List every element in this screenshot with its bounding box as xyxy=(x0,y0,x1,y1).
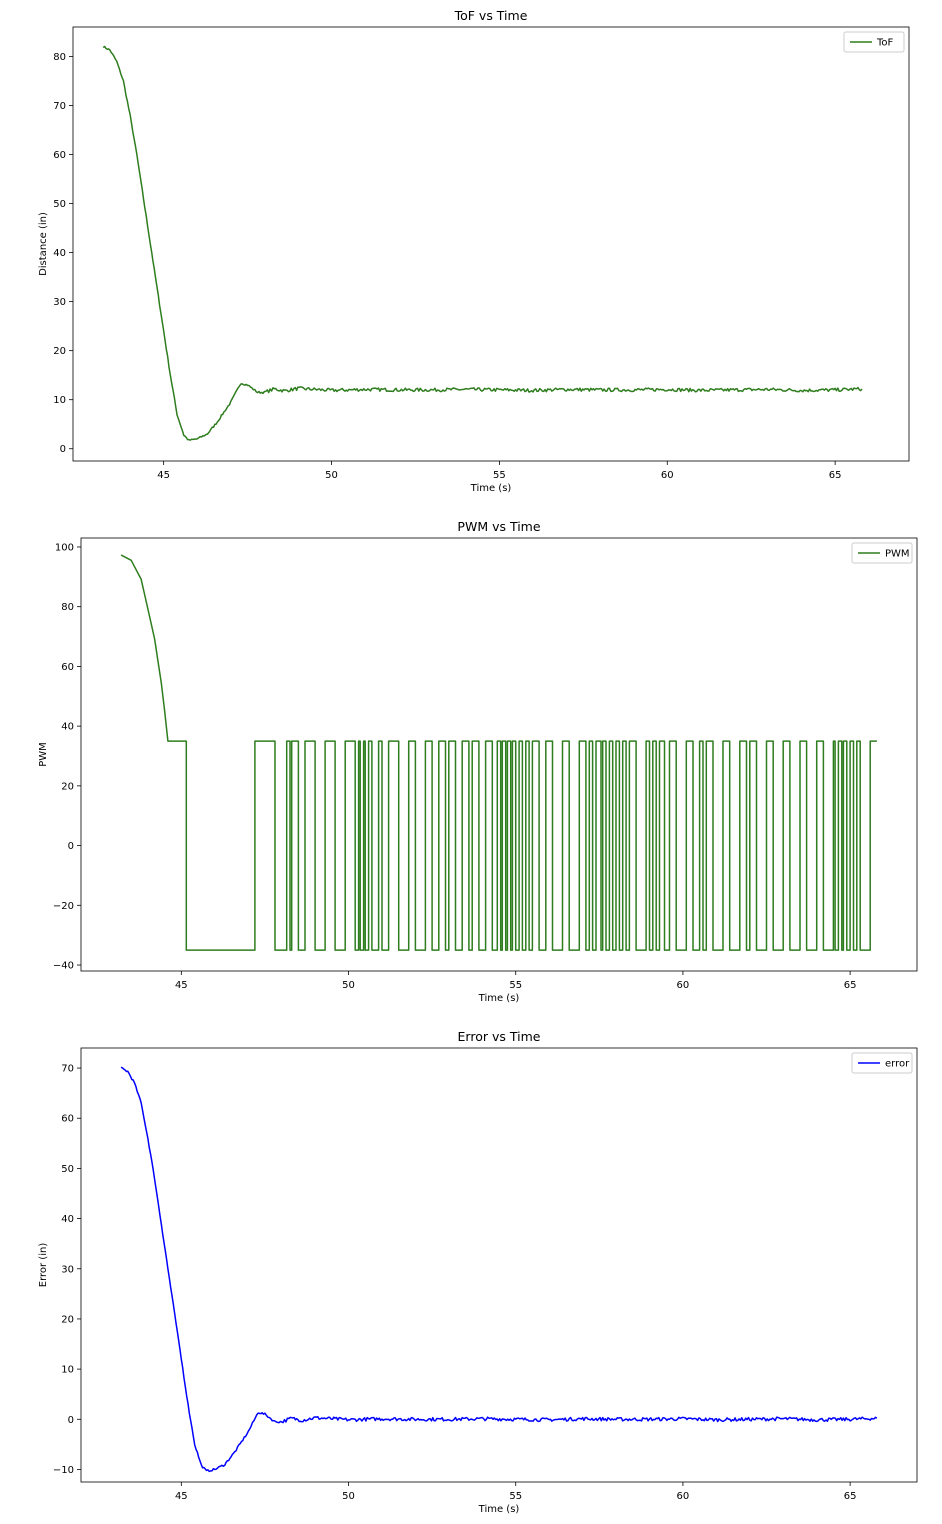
legend-label: ToF xyxy=(876,38,894,49)
legend-box xyxy=(851,542,913,564)
x-tick-label: 55 xyxy=(509,1491,522,1502)
y-tick-label: 100 xyxy=(55,542,74,553)
x-tick-label: 50 xyxy=(325,470,338,481)
plot-frame xyxy=(80,537,918,972)
y-tick-label: 20 xyxy=(61,1314,74,1325)
x-tick-label: 50 xyxy=(342,980,355,991)
x-tick-label: 50 xyxy=(342,1491,355,1502)
x-tick-label: 65 xyxy=(844,980,857,991)
y-tick-label: 40 xyxy=(61,1214,74,1225)
legend-box xyxy=(843,31,905,53)
y-tick-label: 20 xyxy=(53,346,66,357)
x-tick-label: 45 xyxy=(157,470,170,481)
legend-label: error xyxy=(885,1059,910,1070)
y-axis-label: Distance (in) xyxy=(38,212,49,276)
y-axis-label: PWM xyxy=(38,742,49,767)
y-tick-label: −20 xyxy=(53,901,74,912)
plot-frame xyxy=(72,26,910,462)
x-tick-label: 45 xyxy=(175,1491,188,1502)
y-tick-label: 80 xyxy=(53,52,66,63)
y-tick-label: −40 xyxy=(53,961,74,972)
plot-frame xyxy=(80,1047,918,1483)
legend-label: PWM xyxy=(885,549,910,560)
y-tick-label: −10 xyxy=(53,1465,74,1476)
y-tick-label: 50 xyxy=(53,199,66,210)
x-tick-label: 60 xyxy=(677,1491,690,1502)
chart-title: Error vs Time xyxy=(458,1029,541,1044)
series-line-tof xyxy=(102,45,863,441)
chart-2: PWM vs Time 45 50 55 60 65 −40 −20 0 20 40 60 80 100 T… xyxy=(38,519,918,1004)
y-axis-label: Error (in) xyxy=(38,1243,49,1288)
y-tick-label: 10 xyxy=(53,395,66,406)
x-axis-label: Time (s) xyxy=(478,1504,520,1515)
series-line-pwm xyxy=(120,554,877,951)
y-tick-label: 60 xyxy=(53,150,66,161)
y-tick-label: 0 xyxy=(68,841,74,852)
chart-3: Error vs Time 45 50 55 60 65 −10 0 10 20 30 40 50 60 7… xyxy=(38,1029,918,1515)
y-tick-label: 50 xyxy=(61,1164,74,1175)
x-axis-label: Time (s) xyxy=(470,483,512,494)
x-tick-label: 55 xyxy=(509,980,522,991)
y-tick-label: 40 xyxy=(53,248,66,259)
y-tick-label: 60 xyxy=(61,1114,74,1125)
chart-title: PWM vs Time xyxy=(457,519,540,534)
y-tick-label: 80 xyxy=(61,602,74,613)
x-tick-label: 45 xyxy=(175,980,188,991)
y-tick-label: 30 xyxy=(61,1264,74,1275)
y-tick-label: 60 xyxy=(61,662,74,673)
y-tick-label: 70 xyxy=(61,1064,74,1075)
x-tick-label: 55 xyxy=(493,470,506,481)
chart-1: ToF vs Time 45 50 55 60 65 0 10 20 30 40 50 60 70 80 Ti… xyxy=(38,8,910,494)
x-axis-label: Time (s) xyxy=(478,993,520,1004)
legend-box xyxy=(851,1052,913,1074)
y-tick-label: 0 xyxy=(68,1415,74,1426)
y-tick-label: 40 xyxy=(61,722,74,733)
y-tick-label: 30 xyxy=(53,297,66,308)
x-tick-label: 65 xyxy=(844,1491,857,1502)
x-tick-label: 60 xyxy=(677,980,690,991)
x-tick-label: 60 xyxy=(661,470,674,481)
y-tick-label: 20 xyxy=(61,781,74,792)
y-tick-label: 0 xyxy=(60,444,66,455)
series-line-error xyxy=(120,1066,878,1473)
x-tick-label: 65 xyxy=(829,470,842,481)
chart-title: ToF vs Time xyxy=(454,8,528,23)
y-tick-label: 70 xyxy=(53,101,66,112)
y-tick-label: 10 xyxy=(61,1365,74,1376)
